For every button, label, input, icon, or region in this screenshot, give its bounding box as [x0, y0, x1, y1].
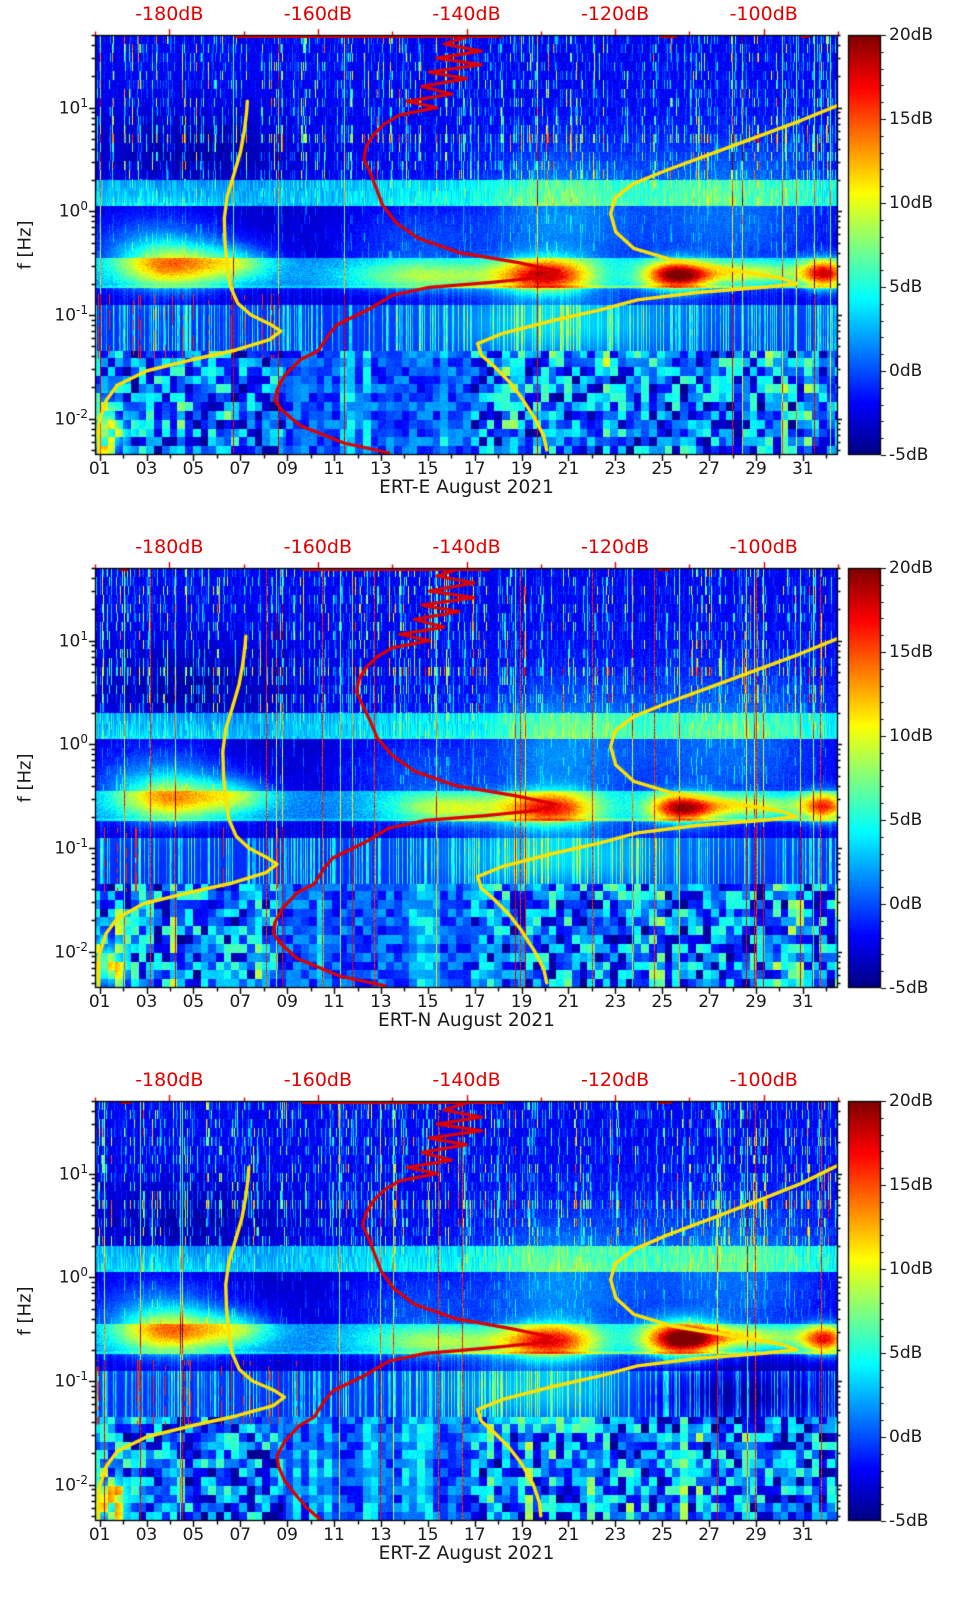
y-axis-label: f [Hz]: [14, 1286, 36, 1336]
x-axis-title: ERT-E August 2021: [379, 477, 554, 498]
spectrogram-canvas-ert-e: [0, 0, 962, 533]
y-axis-label: f [Hz]: [14, 220, 36, 270]
spectrogram-canvas-ert-n: [0, 533, 962, 1066]
panel-ert-n: -180dB -160dB -140dB -120dB -100dB 01 03 05 07 09…: [0, 533, 962, 1066]
spectrogram-canvas-ert-z: [0, 1066, 962, 1599]
x-axis-title: ERT-Z August 2021: [378, 1543, 555, 1564]
panel-ert-z: -180dB -160dB -140dB -120dB -100dB 01 03 05 07 09…: [0, 1066, 962, 1599]
panel-ert-e: -180dB -160dB -140dB -120dB -100dB 01 03 05 07 09…: [0, 0, 962, 533]
x-axis-title: ERT-N August 2021: [378, 1010, 555, 1031]
y-axis-label: f [Hz]: [14, 753, 36, 803]
